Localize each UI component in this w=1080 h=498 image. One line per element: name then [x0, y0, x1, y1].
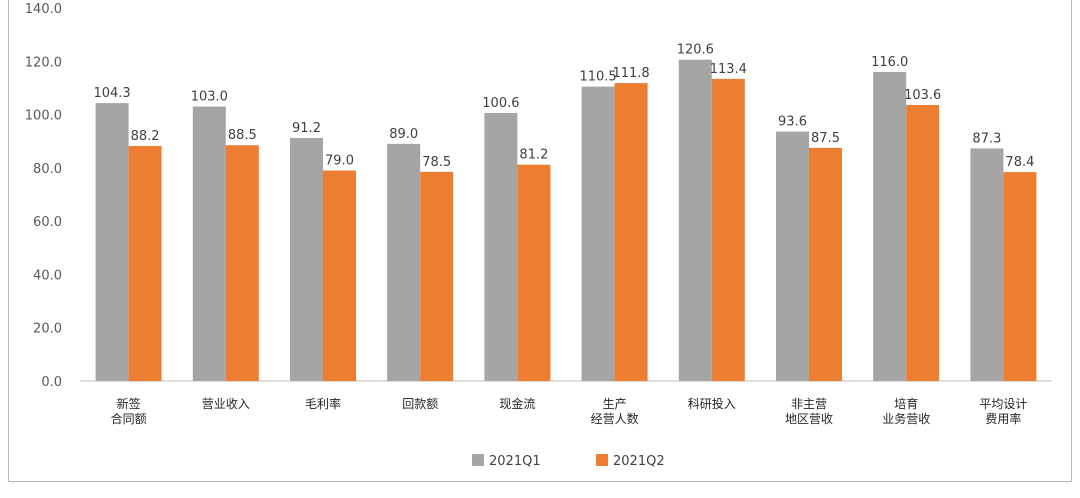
bar-2021q2 — [711, 78, 745, 382]
bar-2021q1 — [484, 112, 518, 382]
category-label: 培育 — [894, 396, 918, 411]
bar-2021q2 — [614, 83, 648, 381]
y-tick-label: 100.0 — [25, 109, 62, 124]
category-label: 毛利率 — [305, 396, 341, 411]
bar-2021q2 — [1003, 172, 1037, 381]
category-label: 合同额 — [111, 411, 147, 426]
category-label: 回款额 — [402, 397, 438, 411]
bar-2021q2 — [906, 104, 940, 381]
bar-2021q2 — [517, 164, 551, 381]
data-label: 89.0 — [389, 127, 418, 142]
bar-2021q2 — [323, 170, 356, 381]
data-label: 103.0 — [191, 90, 228, 105]
data-label: 91.2 — [292, 121, 321, 136]
category-label: 现金流 — [499, 396, 535, 411]
data-label: 110.5 — [579, 70, 616, 85]
category-label: 平均设计 — [979, 397, 1027, 411]
bar-2021q1 — [95, 103, 129, 382]
y-tick-label: 120.0 — [25, 55, 62, 70]
category-label: 非主营 — [791, 397, 827, 411]
y-tick-label: 0.0 — [41, 375, 62, 390]
data-label: 79.0 — [325, 154, 354, 169]
category-label: 营业收入 — [202, 397, 250, 411]
bar-2021q2 — [420, 171, 454, 381]
data-label: 88.5 — [228, 128, 257, 143]
data-label: 113.4 — [710, 62, 747, 77]
bar-2021q1 — [290, 138, 323, 381]
y-tick-label: 40.0 — [33, 268, 62, 283]
y-tick-label: 140.0 — [25, 2, 62, 17]
bar-2021q1 — [387, 143, 421, 381]
y-tick-label: 60.0 — [33, 215, 62, 230]
category-label: 业务营收 — [882, 411, 930, 426]
y-tick-label: 80.0 — [33, 162, 62, 177]
category-label: 经营人数 — [591, 411, 639, 426]
legend-label: 2021Q1 — [489, 454, 541, 469]
bar-2021q1 — [970, 148, 1004, 381]
bar-2021q1 — [776, 131, 809, 381]
data-label: 87.5 — [811, 131, 840, 146]
category-label: 费用率 — [985, 411, 1021, 426]
category-label: 新签 — [117, 396, 141, 411]
bar-2021q1 — [873, 71, 907, 381]
legend-swatch — [596, 454, 608, 466]
category-label: 生产 — [603, 397, 627, 411]
data-label: 103.6 — [904, 88, 941, 103]
category-label: 地区营收 — [785, 412, 833, 426]
bar-2021q1 — [678, 59, 712, 382]
y-tick-label: 20.0 — [33, 322, 62, 337]
data-label: 120.6 — [677, 43, 714, 58]
legend-swatch — [472, 454, 484, 466]
data-label: 100.6 — [482, 96, 519, 111]
data-label: 104.3 — [93, 86, 130, 101]
data-label: 81.2 — [519, 148, 548, 163]
bar-2021q2 — [128, 146, 162, 381]
data-label: 116.0 — [871, 55, 908, 70]
data-label: 111.8 — [612, 66, 649, 81]
bar-2021q1 — [581, 86, 615, 381]
legend-label: 2021Q2 — [613, 454, 665, 469]
data-label: 87.3 — [972, 131, 1001, 146]
category-label: 科研投入 — [688, 396, 736, 411]
bar-2021q2 — [809, 147, 842, 381]
data-label: 78.5 — [422, 155, 451, 170]
data-label: 88.2 — [131, 129, 160, 144]
bar-2021q2 — [225, 145, 259, 381]
data-label: 78.4 — [1005, 155, 1034, 170]
data-label: 93.6 — [778, 115, 807, 130]
bar-2021q1 — [192, 106, 226, 381]
